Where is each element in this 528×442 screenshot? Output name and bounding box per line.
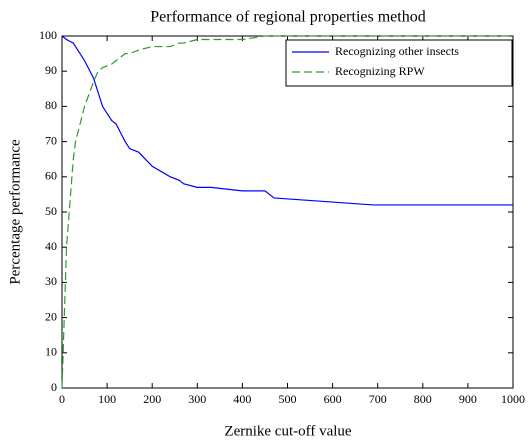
x-tick-label: 400 [233,392,251,406]
x-tick-label: 900 [459,392,477,406]
x-axis-label: Zernike cut-off value [224,423,352,439]
x-tick-label: 0 [59,392,65,406]
y-tick-label: 60 [45,169,57,183]
series-line [61,35,513,206]
y-tick-label: 30 [45,274,57,288]
x-tick-label: 1000 [501,392,525,406]
series-line [61,35,513,389]
legend-label: Recognizing other insects [335,44,459,58]
x-tick-label: 600 [324,392,342,406]
y-tick-label: 100 [39,28,57,42]
x-tick-label: 700 [369,392,387,406]
plot-area [61,35,514,389]
x-tick-label: 100 [98,392,116,406]
x-tick-label: 300 [188,392,206,406]
y-tick-label: 40 [45,239,57,253]
x-tick-label: 200 [143,392,161,406]
y-tick-label: 0 [51,380,57,394]
chart-title: Performance of regional properties metho… [150,9,425,26]
x-tick-label: 800 [414,392,432,406]
legend-label: Recognizing RPW [335,64,425,78]
legend-box [285,39,513,87]
y-tick-label: 10 [45,345,57,359]
y-tick-label: 50 [45,204,57,218]
y-axis-label: Percentage performance [7,139,23,285]
y-tick-label: 70 [45,133,57,147]
y-tick-label: 90 [45,63,57,77]
x-tick-label: 500 [279,392,297,406]
y-tick-label: 20 [45,309,57,323]
y-tick-label: 80 [45,98,57,112]
